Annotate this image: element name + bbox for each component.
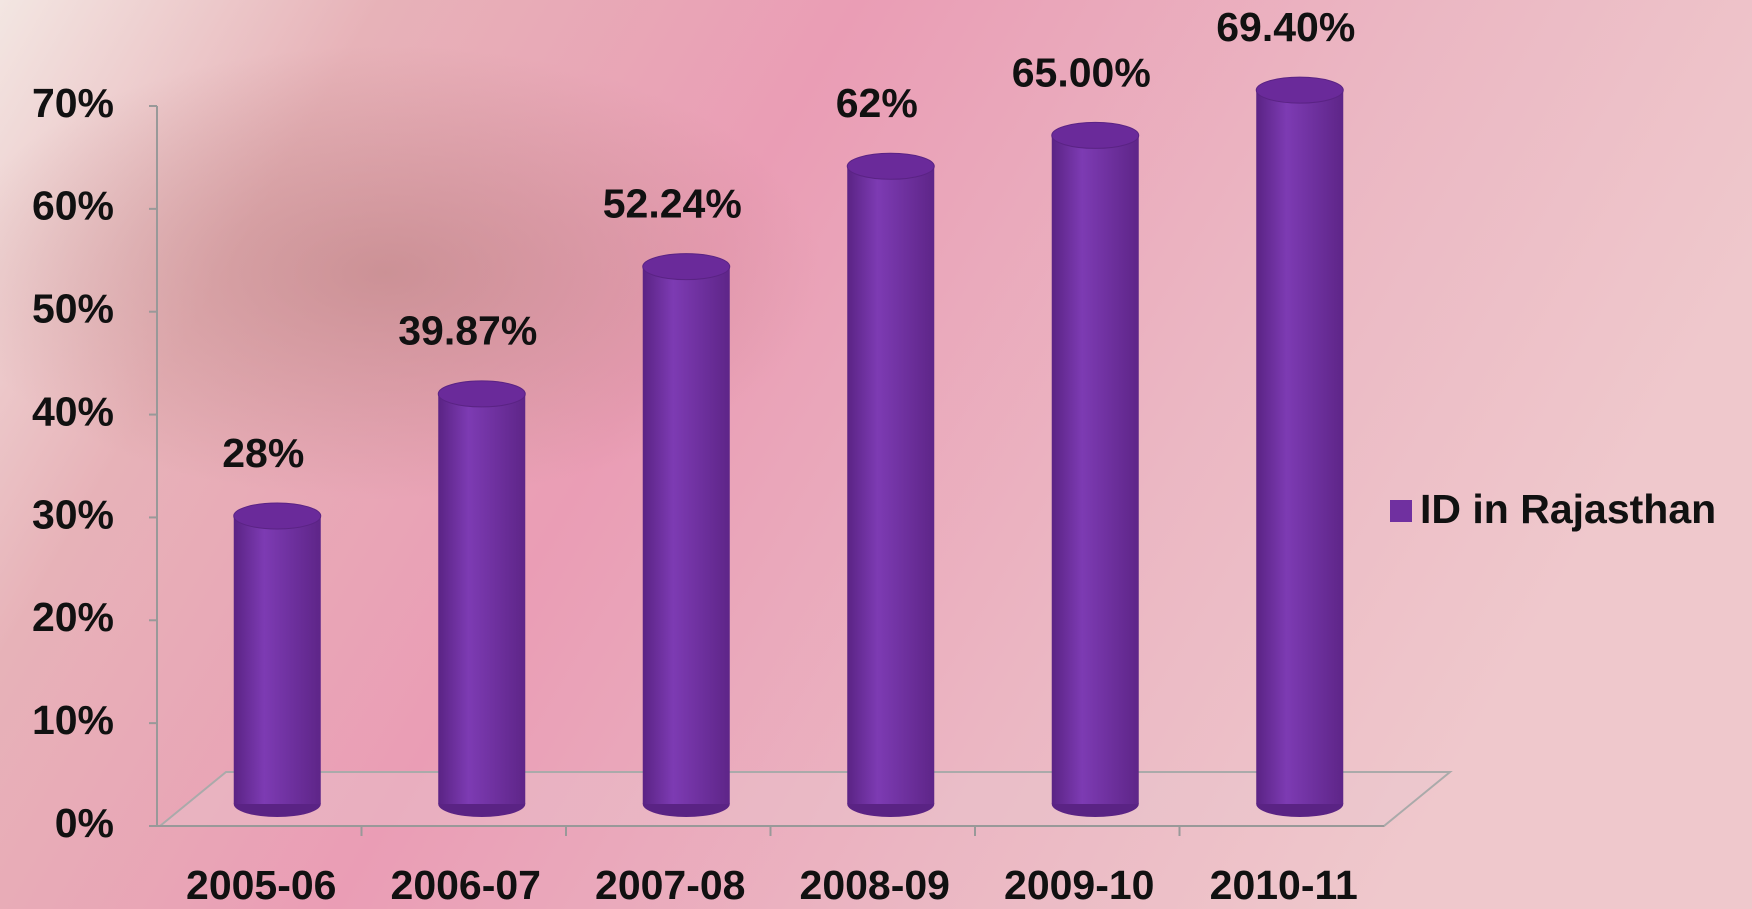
- bar-cap: [234, 503, 321, 529]
- y-tick-label: 30%: [32, 491, 114, 537]
- value-label: 52.24%: [603, 181, 742, 227]
- bar-cap: [438, 381, 525, 407]
- bar-cap: [1052, 122, 1139, 148]
- bar: [847, 166, 934, 804]
- y-tick-label: 20%: [32, 594, 114, 640]
- y-tick-label: 10%: [32, 697, 114, 743]
- chart: 0% 10% 20% 30% 40% 50% 60% 70% 2005-06 28% 2006-07…: [0, 0, 1752, 909]
- bar: [1256, 90, 1343, 804]
- x-tick-label: 2005-06: [186, 862, 336, 908]
- value-label: 69.40%: [1216, 4, 1355, 50]
- x-tick-label: 2006-07: [391, 862, 541, 908]
- value-label: 62%: [836, 80, 918, 126]
- legend-label: ID in Rajasthan: [1420, 486, 1716, 532]
- x-tick-label: 2010-11: [1210, 862, 1358, 908]
- y-tick-label: 50%: [32, 286, 114, 332]
- legend: ID in Rajasthan: [1390, 486, 1716, 532]
- x-tick-label: 2008-09: [800, 862, 950, 908]
- x-tick-label: 2007-08: [595, 862, 745, 908]
- y-tick-label: 60%: [32, 183, 114, 229]
- page: 0% 10% 20% 30% 40% 50% 60% 70% 2005-06 28% 2006-07…: [0, 0, 1752, 909]
- bar: [1052, 135, 1139, 804]
- bar: [234, 516, 321, 804]
- bar-cap: [847, 153, 934, 179]
- bar: [438, 394, 525, 804]
- y-tick-label: 40%: [32, 388, 114, 434]
- bar-cap: [1256, 77, 1343, 103]
- x-tick-label: 2009-10: [1004, 862, 1154, 908]
- y-tick-label: 0%: [55, 800, 114, 846]
- bar: [643, 267, 730, 804]
- bar-cap: [643, 254, 730, 280]
- y-tick-label: 70%: [32, 80, 114, 126]
- value-label: 65.00%: [1012, 49, 1151, 95]
- value-label: 39.87%: [398, 308, 537, 354]
- value-label: 28%: [222, 430, 304, 476]
- legend-swatch: [1390, 500, 1412, 522]
